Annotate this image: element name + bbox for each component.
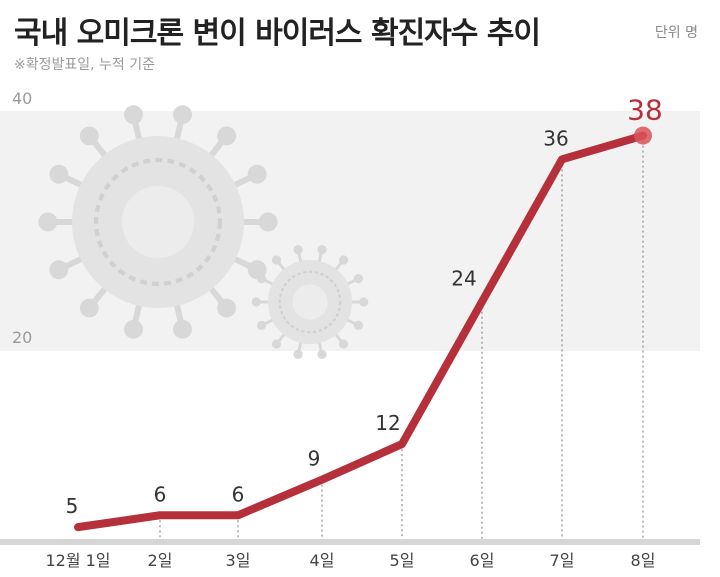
virus-spike-tip bbox=[258, 212, 278, 232]
virus-core bbox=[292, 284, 328, 320]
x-tick-labels: 12월 1일 2일 3일 4일 5일 6일 7일 8일 bbox=[45, 551, 655, 570]
virus-spike-tip bbox=[79, 126, 99, 146]
data-point-last bbox=[634, 126, 652, 145]
virus-spike-tip bbox=[317, 244, 327, 255]
x-axis-line bbox=[0, 539, 700, 545]
chart-title: 국내 오미크론 변이 바이러스 확진자수 추이 bbox=[14, 16, 541, 51]
virus-spike-tip bbox=[271, 339, 282, 349]
x-axis bbox=[0, 539, 700, 545]
band-lower bbox=[0, 351, 700, 539]
x-tick-label: 8일 bbox=[631, 551, 656, 570]
virus-spike-tip bbox=[49, 260, 69, 280]
virus-spike-tip bbox=[173, 319, 192, 339]
chart-subtitle: ※확정발표일, 누적 기준 bbox=[14, 57, 156, 73]
x-tick-label: 4일 bbox=[310, 551, 335, 570]
data-label: 12 bbox=[375, 411, 400, 435]
series-line bbox=[74, 131, 647, 532]
virus-spike-tip bbox=[38, 212, 58, 232]
x-tick-label: 2일 bbox=[148, 551, 173, 570]
virus-spike-tip bbox=[124, 319, 143, 339]
data-label: 6 bbox=[154, 482, 167, 506]
unit-label: 단위 명 bbox=[654, 25, 698, 41]
virus-spike-tip bbox=[359, 297, 369, 307]
virus-spike-tip bbox=[353, 274, 364, 284]
virus-spike-tip bbox=[79, 298, 99, 318]
data-labels: 5 6 6 9 12 24 36 38 bbox=[66, 94, 663, 519]
x-tick-label: 5일 bbox=[390, 551, 415, 570]
virus-spike-tip bbox=[256, 274, 267, 284]
virus-spike-tip bbox=[353, 320, 364, 330]
virus-illustration bbox=[38, 105, 369, 360]
x-tick-label: 7일 bbox=[550, 551, 575, 570]
virus-spike-tip bbox=[217, 126, 237, 146]
virus-spike-tip bbox=[271, 255, 282, 265]
data-label: 36 bbox=[543, 126, 568, 150]
virus-spike-tip bbox=[217, 298, 237, 318]
virus-inner-ring bbox=[278, 270, 342, 334]
virus-spike-tip bbox=[338, 339, 349, 349]
virus-inner-ring bbox=[93, 157, 223, 287]
data-label: 5 bbox=[66, 494, 79, 518]
x-tick-label: 3일 bbox=[226, 551, 251, 570]
virus-spike-tip bbox=[251, 297, 261, 307]
data-label-last: 38 bbox=[627, 94, 663, 127]
virus-spike-tip bbox=[293, 349, 303, 360]
virus-core bbox=[121, 185, 195, 259]
virus-spike-tip bbox=[247, 164, 267, 184]
virus-spike-tip bbox=[256, 320, 267, 330]
y-tick-label: 40 bbox=[12, 89, 32, 108]
y-tick-label: 20 bbox=[12, 328, 32, 347]
virus-spike-tip bbox=[124, 105, 143, 125]
x-tick-label: 6일 bbox=[470, 551, 495, 570]
virus-small bbox=[251, 244, 369, 360]
virus-spike-tip bbox=[49, 164, 69, 184]
x-tick-label: 12월 1일 bbox=[45, 551, 110, 570]
virus-spike-tip bbox=[173, 105, 192, 125]
data-label: 6 bbox=[232, 482, 245, 506]
data-label: 9 bbox=[308, 447, 321, 471]
data-label: 24 bbox=[451, 267, 476, 291]
virus-spike-tip bbox=[338, 255, 349, 265]
virus-large bbox=[38, 105, 278, 339]
virus-spike-tip bbox=[293, 244, 303, 255]
drop-lines bbox=[159, 135, 644, 539]
series-line-group bbox=[74, 126, 652, 532]
virus-spike-tip bbox=[317, 349, 327, 360]
